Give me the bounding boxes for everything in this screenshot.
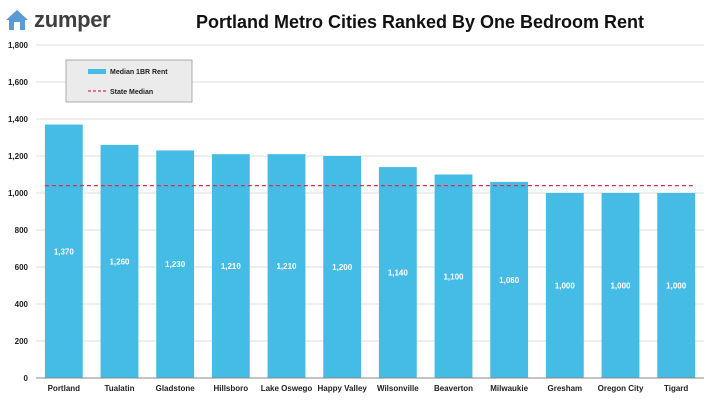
house-icon bbox=[6, 10, 28, 30]
x-tick-label: Gladstone bbox=[156, 384, 196, 393]
x-tick-label: Portland bbox=[48, 384, 81, 393]
x-tick-label: Lake Oswego bbox=[261, 384, 313, 393]
x-tick-label: Oregon City bbox=[598, 384, 644, 393]
data-label: 1,060 bbox=[499, 276, 520, 285]
data-label: 1,000 bbox=[610, 282, 631, 291]
x-tick-label: Gresham bbox=[547, 384, 582, 393]
y-tick-label: 1,400 bbox=[8, 115, 29, 124]
data-label: 1,000 bbox=[666, 282, 687, 291]
y-tick-label: 200 bbox=[15, 337, 29, 346]
x-tick-label: Tualatin bbox=[104, 384, 134, 393]
bar bbox=[267, 154, 306, 378]
bar bbox=[545, 193, 584, 378]
bar bbox=[100, 144, 139, 378]
data-label: 1,260 bbox=[109, 257, 130, 266]
bar bbox=[434, 174, 473, 378]
bar bbox=[657, 193, 696, 378]
legend: Median 1BR Rent State Median bbox=[65, 59, 193, 103]
bar bbox=[44, 124, 83, 378]
bar bbox=[601, 193, 640, 378]
x-tick-label: Hillsboro bbox=[213, 384, 248, 393]
legend-label-line: State Median bbox=[110, 89, 153, 96]
y-tick-label: 1,000 bbox=[8, 189, 29, 198]
legend-label-bar: Median 1BR Rent bbox=[110, 69, 168, 76]
chart-title: Portland Metro Cities Ranked By One Bedr… bbox=[195, 12, 645, 32]
data-label: 1,370 bbox=[54, 247, 75, 256]
y-tick-label: 0 bbox=[24, 374, 29, 383]
legend-swatch-bar bbox=[88, 69, 106, 74]
x-tick-label: Milwaukie bbox=[490, 384, 528, 393]
bar bbox=[156, 150, 195, 378]
data-label: 1,230 bbox=[165, 260, 186, 269]
zumper-logo: zumper bbox=[4, 6, 111, 34]
y-axis-ticks: 0 200 400 600 800 1,000 1,200 1,400 1,600 1,800 bbox=[8, 41, 29, 383]
data-label: 1,000 bbox=[555, 282, 576, 291]
x-tick-label: Tigard bbox=[664, 384, 688, 393]
legend-box bbox=[65, 59, 193, 103]
x-axis-ticks: Portland Tualatin Gladstone Hillsboro Lake O… bbox=[48, 384, 689, 393]
data-label: 1,210 bbox=[276, 262, 297, 271]
bar bbox=[378, 167, 417, 378]
bar bbox=[490, 181, 529, 378]
x-tick-label: Beaverton bbox=[434, 384, 473, 393]
x-tick-label: Wilsonville bbox=[377, 384, 419, 393]
bars bbox=[44, 124, 696, 378]
y-tick-label: 800 bbox=[15, 226, 29, 235]
data-label: 1,140 bbox=[388, 269, 409, 278]
y-tick-label: 1,600 bbox=[8, 78, 29, 87]
brand-name: zumper bbox=[34, 7, 111, 32]
y-tick-label: 400 bbox=[15, 300, 29, 309]
y-tick-label: 1,800 bbox=[8, 41, 29, 50]
y-tick-label: 600 bbox=[15, 263, 29, 272]
data-label: 1,100 bbox=[443, 272, 464, 281]
y-tick-label: 1,200 bbox=[8, 152, 29, 161]
bar bbox=[211, 154, 250, 378]
x-tick-label: Happy Valley bbox=[317, 384, 367, 393]
bar bbox=[323, 156, 362, 378]
data-label: 1,210 bbox=[221, 262, 242, 271]
data-label: 1,200 bbox=[332, 263, 353, 272]
data-labels: 1,370 1,260 1,230 1,210 1,210 1,200 1,140 1,100… bbox=[54, 247, 687, 290]
